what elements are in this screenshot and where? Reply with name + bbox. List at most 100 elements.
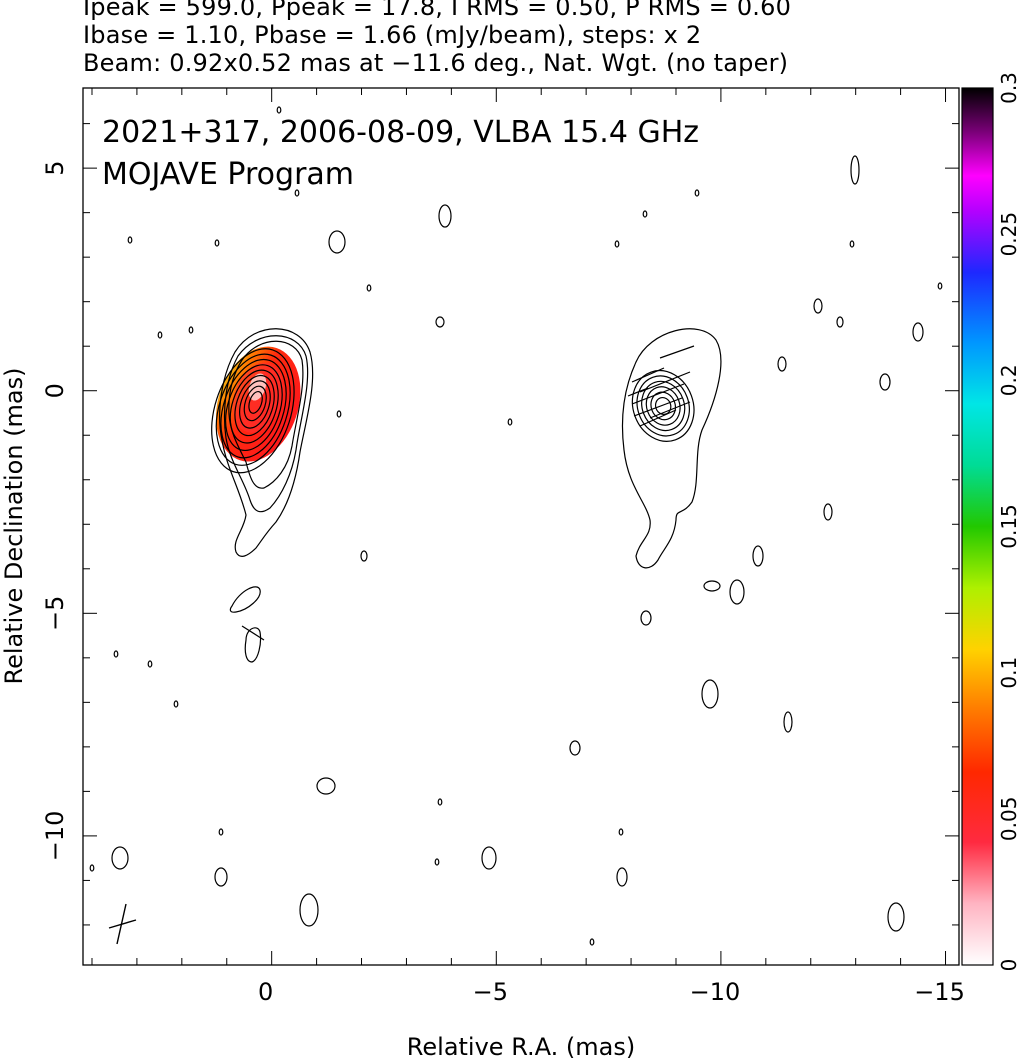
header-line-2: Ibase = 1.10, Pbase = 1.66 (mJy/beam), s…: [83, 21, 702, 49]
intensity-contour-level: [225, 364, 283, 452]
intensity-contour-level: [248, 390, 263, 414]
intensity-contour-level: [215, 353, 291, 466]
noise-island: [569, 740, 581, 756]
noise-dot: [294, 189, 300, 197]
noise-island: [328, 230, 346, 254]
evpa-tick: [627, 387, 649, 397]
polarized-intensity-contours: [621, 328, 722, 569]
header-line-3: Beam: 0.92x0.52 mas at −11.6 deg., Nat. …: [83, 49, 789, 77]
noise-island: [823, 503, 833, 521]
noise-dot: [127, 236, 133, 244]
intensity-contour-outer: [228, 340, 304, 489]
intensity-contour-outer: [219, 328, 314, 557]
noise-island: [879, 373, 891, 391]
map-title: 2021+317, 2006-08-09, VLBA 15.4 GHz: [102, 115, 699, 150]
axis-ticks: [83, 88, 959, 965]
plot-frame: [82, 87, 960, 966]
intensity-contour-level: [234, 374, 275, 437]
intensity-contour-level: [239, 380, 271, 429]
x-tick-label: −15: [914, 978, 965, 1006]
noise-dot: [276, 106, 282, 114]
intensity-contour-level: [211, 348, 295, 474]
polarized-contour-level: [650, 391, 677, 421]
evpa-tick: [633, 397, 683, 417]
noise-dot: [642, 210, 648, 218]
noise-island: [316, 777, 336, 795]
evpa-tick: [659, 345, 695, 359]
noise-island: [887, 902, 905, 932]
noise-island: [640, 610, 652, 626]
evpa-tick: [639, 409, 677, 427]
noise-island: [777, 356, 787, 372]
colorbar-tick-label: 0.25: [997, 212, 1021, 257]
noise-island: [481, 846, 497, 870]
polarized-contour-level: [631, 370, 695, 442]
y-tick-label: 0: [41, 383, 69, 398]
noise-dot: [507, 418, 513, 426]
intensity-contour-knot: [244, 627, 262, 663]
noise-island: [703, 580, 721, 592]
x-tick-label: −5: [473, 978, 508, 1006]
noise-island: [214, 867, 228, 887]
noise-dot: [694, 189, 700, 197]
beam-marker: [108, 903, 137, 945]
evpa-tick: [631, 367, 665, 383]
intensity-contour-knot: [229, 586, 261, 613]
noise-dot: [147, 660, 153, 668]
intensity-contour-level: [229, 369, 279, 444]
noise-dot: [157, 331, 163, 339]
evpa-ticks: [627, 345, 695, 427]
noise-dot: [937, 282, 943, 290]
colorbar-tick-label: 0.1: [997, 657, 1021, 689]
x-axis-label: Relative R.A. (mas): [407, 1033, 635, 1061]
noise-island: [752, 545, 764, 567]
intensity-contour-outer: [223, 335, 309, 513]
noise-dot: [849, 240, 855, 248]
colorbar-tick-label: 0.2: [997, 364, 1021, 396]
noise-island: [360, 550, 368, 562]
noise-island: [111, 846, 129, 870]
map-subtitle: MOJAVE Program: [102, 157, 354, 192]
noise-dot: [89, 864, 95, 872]
evpa-tick: [241, 625, 265, 641]
x-tick-label: 0: [258, 978, 273, 1006]
noise-dot: [437, 798, 443, 806]
noise-dot: [614, 240, 620, 248]
header-line-1: Ipeak = 599.0, Ppeak = 17.8, I RMS = 0.5…: [83, 0, 792, 21]
noise-dot: [366, 284, 372, 292]
y-axis-label: Relative Declination (mas): [0, 367, 28, 684]
evpa-tick: [639, 371, 691, 393]
noise-island: [701, 679, 719, 709]
colorbar-tick-label: 0.05: [997, 797, 1021, 842]
intensity-contour-level: [243, 385, 267, 422]
intensity-contours: [211, 328, 314, 663]
noise-island: [850, 155, 860, 185]
polarized-contour-outer: [621, 328, 722, 569]
noise-island: [783, 711, 793, 733]
noise-dot: [188, 326, 194, 334]
noise-contours: [89, 106, 943, 946]
x-tick-label: −10: [690, 978, 741, 1006]
noise-dot: [218, 828, 224, 836]
colorbar: [961, 87, 994, 966]
noise-dot: [173, 700, 179, 708]
polarized-contour-level: [645, 386, 681, 426]
colorbar-tick-label: 0.15: [997, 504, 1021, 549]
noise-island: [836, 316, 844, 328]
evpa-tick: [631, 383, 685, 405]
noise-dot: [589, 938, 595, 946]
noise-island: [912, 322, 924, 342]
noise-dot: [113, 650, 119, 658]
y-tick-label: −10: [41, 811, 69, 862]
y-tick-label: 5: [41, 160, 69, 175]
noise-dot: [434, 858, 440, 866]
y-tick-label: −5: [41, 596, 69, 631]
beam-minor-axis: [108, 919, 137, 929]
colorbar-tick-label: 0: [997, 959, 1021, 972]
noise-dot: [214, 239, 220, 247]
noise-island: [438, 204, 452, 228]
noise-dot: [618, 828, 624, 836]
polarized-contour-level: [641, 380, 686, 432]
